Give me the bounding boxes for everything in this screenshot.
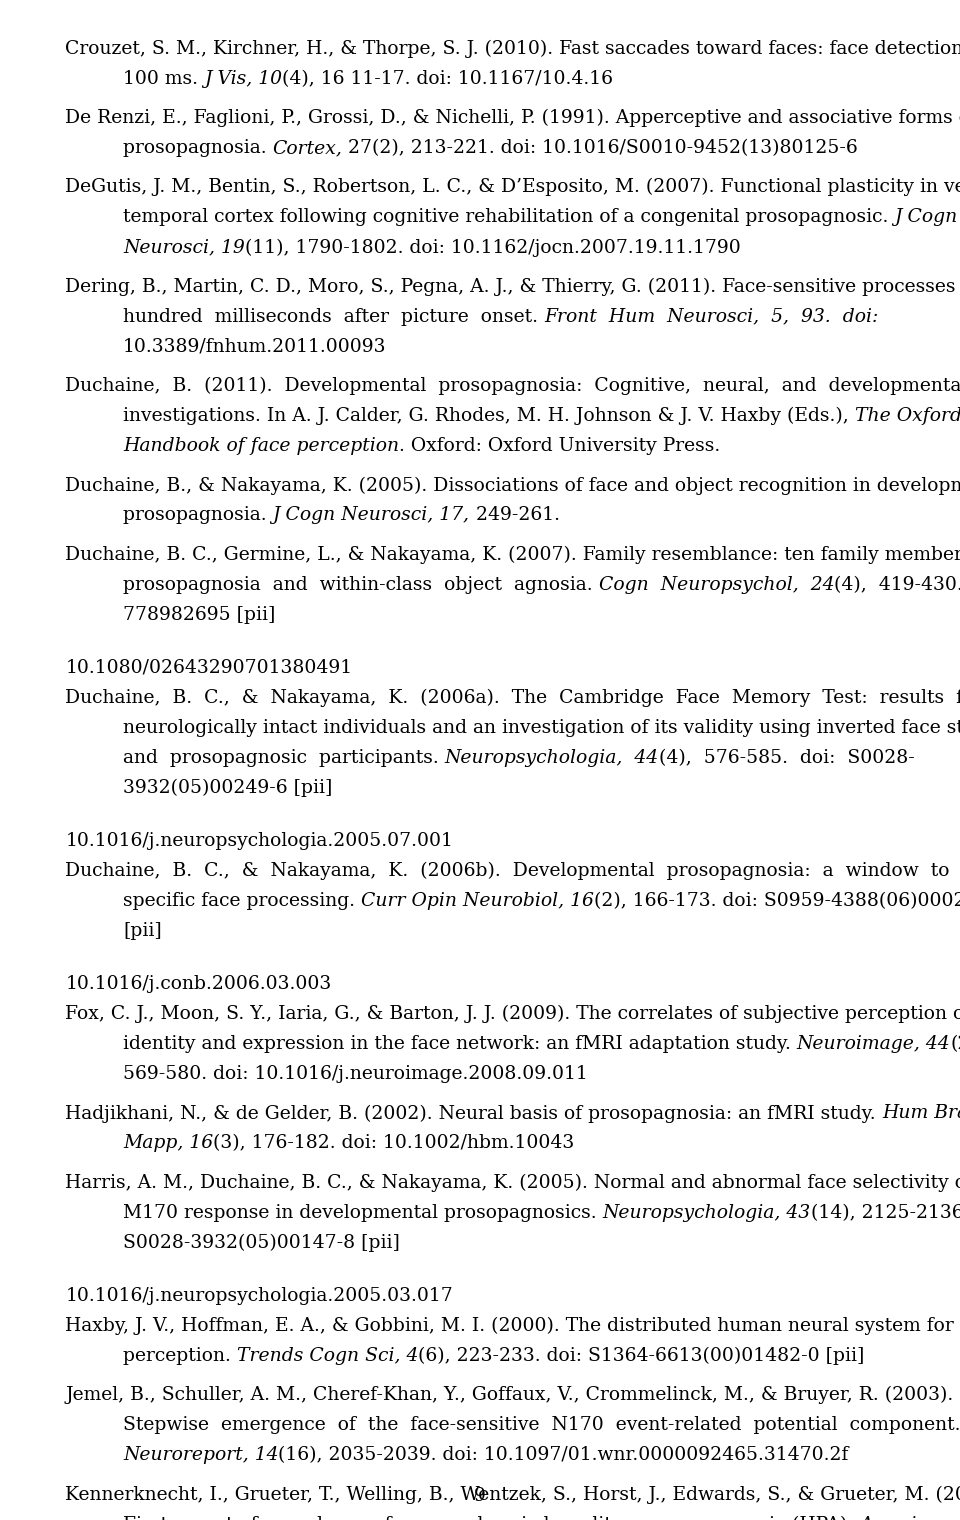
Text: specific face processing.: specific face processing. <box>123 892 361 910</box>
Text: Neuroimage, 44: Neuroimage, 44 <box>797 1035 950 1053</box>
Text: (11), 1790-1802. doi: 10.1162/jocn.2007.19.11.1790: (11), 1790-1802. doi: 10.1162/jocn.2007.… <box>245 239 740 257</box>
Text: 10.1016/j.neuropsychologia.2005.03.017: 10.1016/j.neuropsychologia.2005.03.017 <box>65 1286 453 1304</box>
Text: Neuropsychologia,  44: Neuropsychologia, 44 <box>444 749 659 768</box>
Text: and  prosopagnosic  participants.: and prosopagnosic participants. <box>123 749 444 768</box>
Text: S0028-3932(05)00147-8 [pii]: S0028-3932(05)00147-8 [pii] <box>123 1234 399 1252</box>
Text: Front  Hum  Neurosci,  5,  93.  doi:: Front Hum Neurosci, 5, 93. doi: <box>544 307 878 325</box>
Text: 778982695 [pii]: 778982695 [pii] <box>123 606 276 623</box>
Text: [pii]: [pii] <box>123 923 161 939</box>
Text: (2),: (2), <box>950 1035 960 1053</box>
Text: Duchaine, B., & Nakayama, K. (2005). Dissociations of face and object recognitio: Duchaine, B., & Nakayama, K. (2005). Dis… <box>65 476 960 494</box>
Text: 9: 9 <box>474 1487 486 1505</box>
Text: (2), 166-173. doi: S0959-4388(06)00028-6: (2), 166-173. doi: S0959-4388(06)00028-6 <box>593 892 960 910</box>
Text: The Oxford: The Oxford <box>854 407 960 426</box>
Text: J Cogn Neurosci, 17,: J Cogn Neurosci, 17, <box>273 506 469 524</box>
Text: (3), 176-182. doi: 10.1002/hbm.10043: (3), 176-182. doi: 10.1002/hbm.10043 <box>213 1134 574 1152</box>
Text: (14), 2125-2136. doi:: (14), 2125-2136. doi: <box>810 1204 960 1222</box>
Text: Neuroreport, 14: Neuroreport, 14 <box>123 1446 278 1464</box>
Text: First report of prevalence of non-syndromic hereditary prosopagnosia (HPA).: First report of prevalence of non-syndro… <box>123 1515 859 1520</box>
Text: J Cogn: J Cogn <box>895 208 957 226</box>
Text: 100 ms.: 100 ms. <box>123 70 204 88</box>
Text: perception.: perception. <box>123 1347 237 1365</box>
Text: Cortex,: Cortex, <box>273 138 343 157</box>
Text: Fox, C. J., Moon, S. Y., Iaria, G., & Barton, J. J. (2009). The correlates of su: Fox, C. J., Moon, S. Y., Iaria, G., & Ba… <box>65 1005 960 1023</box>
Text: Duchaine, B. C., Germine, L., & Nakayama, K. (2007). Family resemblance: ten fam: Duchaine, B. C., Germine, L., & Nakayama… <box>65 546 960 564</box>
Text: prosopagnosia.: prosopagnosia. <box>123 138 273 157</box>
Text: 10.1016/j.conb.2006.03.003: 10.1016/j.conb.2006.03.003 <box>65 974 331 993</box>
Text: investigations. In A. J. Calder, G. Rhodes, M. H. Johnson & J. V. Haxby (Eds.),: investigations. In A. J. Calder, G. Rhod… <box>123 407 854 426</box>
Text: identity and expression in the face network: an fMRI adaptation study.: identity and expression in the face netw… <box>123 1035 797 1053</box>
Text: prosopagnosia  and  within-class  object  agnosia.: prosopagnosia and within-class object ag… <box>123 576 598 594</box>
Text: J Vis, 10: J Vis, 10 <box>204 70 282 88</box>
Text: Dering, B., Martin, C. D., Moro, S., Pegna, A. J., & Thierry, G. (2011). Face-se: Dering, B., Martin, C. D., Moro, S., Peg… <box>65 278 960 296</box>
Text: Trends Cogn Sci, 4: Trends Cogn Sci, 4 <box>237 1347 419 1365</box>
Text: Hadjikhani, N., & de Gelder, B. (2002). Neural basis of prosopagnosia: an fMRI s: Hadjikhani, N., & de Gelder, B. (2002). … <box>65 1105 882 1123</box>
Text: 10.1016/j.neuropsychologia.2005.07.001: 10.1016/j.neuropsychologia.2005.07.001 <box>65 831 453 850</box>
Text: 3932(05)00249-6 [pii]: 3932(05)00249-6 [pii] <box>123 780 332 798</box>
Text: prosopagnosia.: prosopagnosia. <box>123 506 273 524</box>
Text: Duchaine,  B.  C.,  &  Nakayama,  K.  (2006a).  The  Cambridge  Face  Memory  Te: Duchaine, B. C., & Nakayama, K. (2006a).… <box>65 689 960 707</box>
Text: 10.3389/fnhum.2011.00093: 10.3389/fnhum.2011.00093 <box>123 337 386 356</box>
Text: Duchaine,  B.  (2011).  Developmental  prosopagnosia:  Cognitive,  neural,  and : Duchaine, B. (2011). Developmental proso… <box>65 377 960 395</box>
Text: Crouzet, S. M., Kirchner, H., & Thorpe, S. J. (2010). Fast saccades toward faces: Crouzet, S. M., Kirchner, H., & Thorpe, … <box>65 40 960 58</box>
Text: (4),  419-430.  doi:: (4), 419-430. doi: <box>834 576 960 594</box>
Text: Stepwise  emergence  of  the  face-sensitive  N170  event-related  potential  co: Stepwise emergence of the face-sensitive… <box>123 1417 960 1433</box>
Text: Harris, A. M., Duchaine, B. C., & Nakayama, K. (2005). Normal and abnormal face : Harris, A. M., Duchaine, B. C., & Nakaya… <box>65 1173 960 1192</box>
Text: Mapp, 16: Mapp, 16 <box>123 1134 213 1152</box>
Text: Handbook of face perception: Handbook of face perception <box>123 438 399 454</box>
Text: 27(2), 213-221. doi: 10.1016/S0010-9452(13)80125-6: 27(2), 213-221. doi: 10.1016/S0010-9452(… <box>343 138 858 157</box>
Text: Neuropsychologia, 43: Neuropsychologia, 43 <box>603 1204 810 1222</box>
Text: Haxby, J. V., Hoffman, E. A., & Gobbini, M. I. (2000). The distributed human neu: Haxby, J. V., Hoffman, E. A., & Gobbini,… <box>65 1316 960 1335</box>
Text: (6), 223-233. doi: S1364-6613(00)01482-0 [pii]: (6), 223-233. doi: S1364-6613(00)01482-0… <box>419 1347 865 1365</box>
Text: 10.1080/02643290701380491: 10.1080/02643290701380491 <box>65 658 352 676</box>
Text: Curr Opin Neurobiol, 16: Curr Opin Neurobiol, 16 <box>361 892 593 910</box>
Text: Cogn  Neuropsychol,  24: Cogn Neuropsychol, 24 <box>598 576 834 594</box>
Text: M170 response in developmental prosopagnosics.: M170 response in developmental prosopagn… <box>123 1204 603 1222</box>
Text: temporal cortex following cognitive rehabilitation of a congenital prosopagnosic: temporal cortex following cognitive reha… <box>123 208 895 226</box>
Text: Hum Brain: Hum Brain <box>882 1105 960 1122</box>
Text: 249-261.: 249-261. <box>469 506 560 524</box>
Text: DeGutis, J. M., Bentin, S., Robertson, L. C., & D’Esposito, M. (2007). Functiona: DeGutis, J. M., Bentin, S., Robertson, L… <box>65 178 960 196</box>
Text: 569-580. doi: 10.1016/j.neuroimage.2008.09.011: 569-580. doi: 10.1016/j.neuroimage.2008.… <box>123 1066 588 1084</box>
Text: De Renzi, E., Faglioni, P., Grossi, D., & Nichelli, P. (1991). Apperceptive and : De Renzi, E., Faglioni, P., Grossi, D., … <box>65 109 960 128</box>
Text: neurologically intact individuals and an investigation of its validity using inv: neurologically intact individuals and an… <box>123 719 960 737</box>
Text: Neurosci, 19: Neurosci, 19 <box>123 239 245 257</box>
Text: American: American <box>859 1515 950 1520</box>
Text: (4), 16 11-17. doi: 10.1167/10.4.16: (4), 16 11-17. doi: 10.1167/10.4.16 <box>282 70 612 88</box>
Text: hundred  milliseconds  after  picture  onset.: hundred milliseconds after picture onset… <box>123 307 544 325</box>
Text: (4),  576-585.  doi:  S0028-: (4), 576-585. doi: S0028- <box>659 749 915 768</box>
Text: Duchaine,  B.  C.,  &  Nakayama,  K.  (2006b).  Developmental  prosopagnosia:  a: Duchaine, B. C., & Nakayama, K. (2006b).… <box>65 862 960 880</box>
Text: Kennerknecht, I., Grueter, T., Welling, B., Wentzek, S., Horst, J., Edwards, S.,: Kennerknecht, I., Grueter, T., Welling, … <box>65 1485 960 1503</box>
Text: (16), 2035-2039. doi: 10.1097/01.wnr.0000092465.31470.2f: (16), 2035-2039. doi: 10.1097/01.wnr.000… <box>278 1446 849 1464</box>
Text: . Oxford: Oxford University Press.: . Oxford: Oxford University Press. <box>399 438 720 454</box>
Text: Jemel, B., Schuller, A. M., Cheref-Khan, Y., Goffaux, V., Crommelinck, M., & Bru: Jemel, B., Schuller, A. M., Cheref-Khan,… <box>65 1386 953 1404</box>
